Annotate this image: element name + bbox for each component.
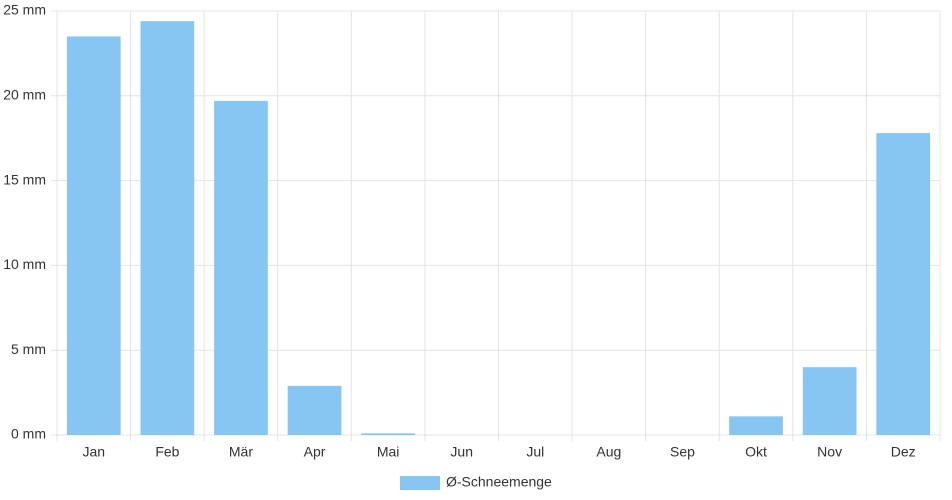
y-tick-label: 10 mm: [3, 256, 46, 272]
bar: [214, 100, 268, 435]
x-tick-label: Okt: [745, 444, 767, 460]
bar: [361, 433, 415, 435]
x-tick-label: Aug: [596, 444, 621, 460]
bar: [876, 133, 931, 435]
y-tick-label: 25 mm: [3, 2, 46, 18]
bar: [287, 385, 342, 435]
y-tick-label: 15 mm: [3, 171, 46, 187]
x-tick-label: Jun: [450, 444, 473, 460]
x-tick-label: Jul: [526, 444, 544, 460]
x-tick-label: Mär: [229, 444, 253, 460]
bar: [729, 416, 783, 435]
y-tick-label: 0 mm: [11, 426, 46, 442]
legend-swatch: [400, 476, 440, 490]
x-tick-label: Dez: [891, 444, 916, 460]
x-tick-label: Feb: [155, 444, 179, 460]
y-tick-label: 20 mm: [3, 87, 46, 103]
x-tick-label: Jan: [83, 444, 106, 460]
y-tick-label: 5 mm: [11, 341, 46, 357]
x-tick-label: Nov: [817, 444, 842, 460]
bar: [802, 367, 857, 435]
x-tick-label: Mai: [377, 444, 400, 460]
legend-label: Ø-Schneemenge: [446, 474, 552, 490]
x-tick-label: Sep: [670, 444, 695, 460]
x-tick-label: Apr: [304, 444, 326, 460]
bar: [66, 36, 121, 435]
bar: [140, 21, 195, 436]
